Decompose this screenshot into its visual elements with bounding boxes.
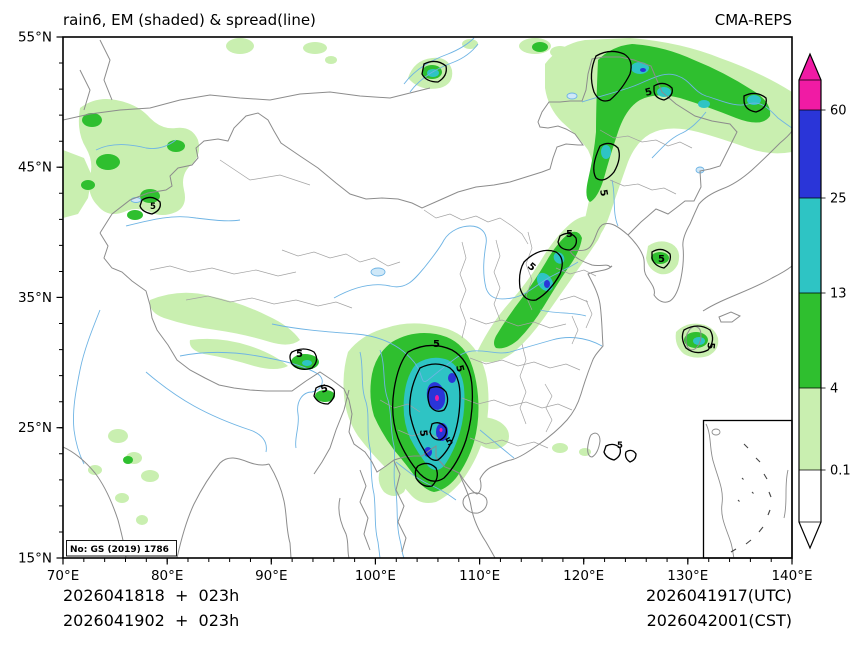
inset-dash-line xyxy=(730,443,772,553)
footer: 2026041818 + 023h 2026041902 + 023h 2026… xyxy=(63,586,792,630)
inset-coastline xyxy=(705,423,789,559)
map-layers: 5 5 5 5 5 5 5 5 5 5 5 5 5 5 xyxy=(63,37,792,558)
colorbar-label-60: 60 xyxy=(830,104,847,119)
contour-label: 5 xyxy=(150,202,156,212)
plot-title: rain6, EM (shaded) & spread(line) xyxy=(63,11,316,29)
contour-label: 5 xyxy=(433,339,440,350)
y-tick-label-35n: 35°N xyxy=(18,290,52,306)
x-tick-label-70e: 70°E xyxy=(47,568,79,584)
x-tick-label-80e: 80°E xyxy=(151,568,183,584)
contour-label: 5 xyxy=(658,254,665,265)
colorbar-label-0p1: 0.1 xyxy=(830,464,851,479)
x-tick-label-120e: 120°E xyxy=(563,568,604,584)
contour-label: 5 xyxy=(644,86,654,98)
contour-label: 5 xyxy=(296,349,303,360)
contour-label: 5 xyxy=(566,229,573,240)
contour-labels: 5 5 5 5 5 5 5 5 5 5 5 5 5 5 xyxy=(150,86,716,451)
contour-label: 5 xyxy=(597,189,609,198)
contour-label: 5 xyxy=(453,364,465,374)
footer-valid-utc: 2026041917(UTC) xyxy=(646,586,792,605)
y-tick-label-15n: 15°N xyxy=(18,551,52,567)
footer-valid-cst: 2026042001(CST) xyxy=(647,611,792,630)
y-axis-labels: 55°N 45°N 35°N 25°N 15°N xyxy=(18,30,52,567)
model-name: CMA-REPS xyxy=(715,11,792,29)
contour-label: 5 xyxy=(444,436,456,449)
x-tick-label-110e: 110°E xyxy=(459,568,500,584)
inset-south-china-sea xyxy=(702,419,793,559)
contour-label: 5 xyxy=(319,383,329,396)
axis-ticks xyxy=(56,36,793,565)
coastline-border-layer xyxy=(63,39,792,558)
river-layer xyxy=(73,37,792,558)
credit-box: No: GS (2019) 1786 xyxy=(66,540,177,557)
credit-frame xyxy=(66,540,177,557)
precip-magenta-layer xyxy=(435,395,443,432)
footer-init-utc: 2026041818 + 023h xyxy=(63,586,239,605)
spread-contour-layer xyxy=(139,50,767,487)
colorbar-label-13: 13 xyxy=(830,287,847,302)
colorbar: 60 25 13 4 0.1 xyxy=(798,52,851,550)
y-tick-label-45n: 45°N xyxy=(18,160,52,176)
x-tick-label-100e: 100°E xyxy=(355,568,396,584)
x-tick-label-90e: 90°E xyxy=(255,568,287,584)
inset-frame xyxy=(702,419,793,559)
province-layer xyxy=(149,129,693,449)
credit-text: No: GS (2019) 1786 xyxy=(70,545,169,555)
colorbar-label-25: 25 xyxy=(830,192,847,207)
y-tick-label-55n: 55°N xyxy=(18,30,52,46)
y-tick-label-25n: 25°N xyxy=(18,420,52,436)
contour-label: 5 xyxy=(617,441,623,451)
contour-label: 5 xyxy=(417,429,429,437)
x-axis-labels: 70°E 80°E 90°E 100°E 110°E 120°E 130°E 1… xyxy=(47,568,813,584)
colorbar-outline xyxy=(798,52,822,550)
colorbar-label-4: 4 xyxy=(830,382,838,397)
x-tick-label-130e: 130°E xyxy=(667,568,708,584)
contour-label: 5 xyxy=(704,342,716,350)
x-tick-label-140e: 140°E xyxy=(771,568,812,584)
footer-init-cst: 2026041902 + 023h xyxy=(63,611,239,630)
